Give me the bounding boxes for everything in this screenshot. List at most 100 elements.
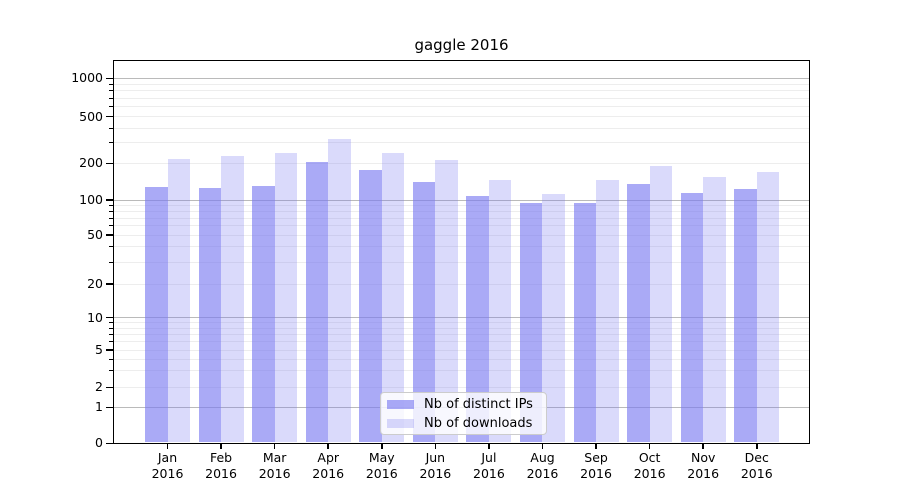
bar-downloads-jun [435,160,458,443]
y-minortick-7 [109,333,113,335]
y-tick-label: 20 [87,276,103,291]
y-minortick-800 [109,90,113,92]
x-tick-mar [273,444,276,449]
year-label: 2016 [205,466,237,481]
bar-distinct-ips-feb [198,187,222,443]
y-minortick-600 [109,106,113,108]
month-label: Mar [262,450,287,465]
month-label: Nov [690,450,716,465]
gridline-minor [113,116,810,118]
year-label: 2016 [151,466,184,481]
y-minortick-4 [109,358,113,360]
bar-downloads-mar [274,152,298,443]
year-label: 2016 [740,466,773,481]
y-tick-label: 100 [79,192,103,207]
y-minortick-700 [109,97,113,99]
x-tick-label-nov: Nov 2016 [663,450,743,482]
year-label: 2016 [526,466,559,481]
bar-downloads-dec [756,172,780,443]
legend-swatch-downloads [387,418,414,428]
month-label: Jan [157,450,178,465]
gridline-minor [113,204,810,206]
bar-downloads-oct [649,166,673,443]
bar-distinct-ips-apr [305,161,329,443]
legend-swatch-distinct-ips [387,399,414,409]
year-label: 2016 [419,466,452,481]
x-tick-jan [166,444,169,449]
y-minortick-90 [109,204,113,206]
y-minortick-900 [109,83,113,85]
bar-distinct-ips-jan [145,186,168,443]
y-tick-50 [106,234,113,236]
x-tick-label-jul: Jul 2016 [449,450,529,482]
bar-distinct-ips-nov [680,192,704,443]
gridline-minor [113,210,810,212]
gridline-minor [113,283,810,285]
bar-downloads-apr [328,138,351,443]
bar-distinct-ips-mar [252,185,275,443]
y-tick-100 [106,199,113,201]
x-tick-label-sep: Sep 2016 [556,450,636,482]
y-minortick-300 [109,142,113,144]
gridline-major [113,199,810,201]
y-minortick-80 [109,210,113,212]
gridline-minor [113,246,810,248]
x-tick-nov [702,444,704,449]
bar-downloads-feb [221,155,244,443]
x-tick-label-may: May 2016 [342,450,422,482]
bar-distinct-ips-dec [734,189,757,443]
bar-distinct-ips-jun [412,182,436,443]
y-tick-label: 50 [87,227,103,242]
month-label: May [368,450,395,465]
month-label: Jul [481,450,497,465]
y-minortick-400 [109,127,113,129]
year-label: 2016 [633,466,666,481]
legend-label-downloads: Nb of downloads [424,415,533,431]
gridline-minor [113,83,810,85]
x-tick-apr [327,444,329,449]
x-tick-dec [756,444,758,449]
x-tick-label-feb: Feb 2016 [181,450,261,482]
gridline-minor [113,90,810,92]
year-label: 2016 [580,466,612,481]
y-tick-5 [106,349,113,351]
bar-downloads-jan [167,158,190,443]
y-tick-label: 2 [95,379,103,395]
gridline-minor [113,225,810,227]
month-label: Aug [530,450,555,465]
month-label: Dec [744,450,769,465]
y-tick-10 [106,316,113,319]
x-tick-jun [434,444,437,449]
gridline-minor [113,333,810,335]
gridline-minor [113,327,810,329]
gridline-minor [113,386,810,388]
year-label: 2016 [258,466,291,481]
x-tick-label-oct: Oct 2016 [610,450,690,482]
bar-distinct-ips-jul [466,195,489,443]
gridline-minor [113,341,810,342]
gridline-minor [113,127,810,129]
bar-distinct-ips-oct [627,184,650,443]
y-tick-1000 [106,77,113,80]
y-minortick-9 [109,322,113,324]
bar-downloads-may [381,153,405,443]
gridline-minor [113,322,810,324]
y-tick-500 [106,115,113,118]
year-label: 2016 [312,466,345,481]
x-tick-may [381,444,383,449]
gridline-major [113,317,810,319]
gridline-minor [113,234,810,236]
y-minortick-30 [109,261,113,263]
y-minortick-8 [109,327,113,329]
y-tick-1 [106,406,113,409]
x-tick-sep [595,444,597,449]
x-tick-feb [220,444,222,449]
bar-downloads-aug [542,193,565,443]
month-label: Oct [638,450,661,465]
x-tick-label-aug: Aug 2016 [502,450,582,482]
x-tick-label-jan: Jan 2016 [128,450,208,482]
y-tick-label: 0 [95,435,103,451]
y-tick-20 [106,283,113,285]
x-tick-label-mar: Mar 2016 [235,450,315,482]
